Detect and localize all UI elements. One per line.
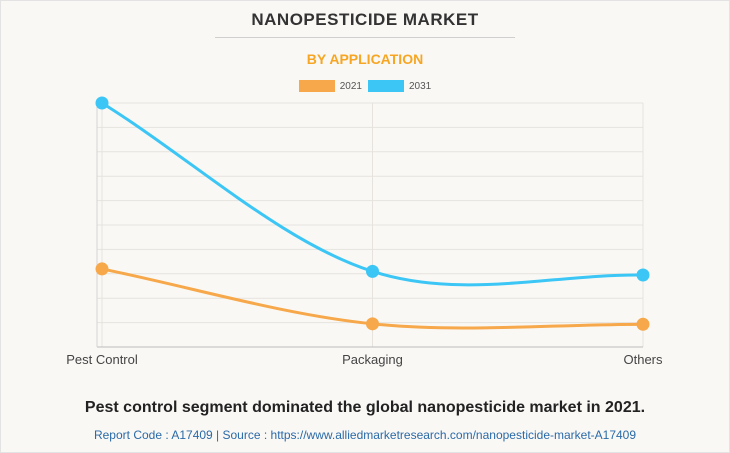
chart-caption: Pest control segment dominated the globa… (84, 399, 646, 416)
chart-legend: 2021 2031 (0, 80, 730, 92)
legend-swatch-2021 (298, 80, 335, 92)
chart-subtitle: BY APPLICATION (306, 51, 424, 67)
legend-swatch-2031 (368, 80, 404, 92)
source-link[interactable]: Report Code : A17409 | Source : https://… (93, 428, 637, 442)
data-point-2031-1 (366, 264, 379, 278)
legend-label-2021: 2021 (339, 80, 362, 92)
data-point-2021-2 (636, 317, 650, 331)
chart-title: NANOPESTICIDE MARKET (251, 10, 479, 29)
legend-item-2021[interactable]: 2021 (298, 80, 362, 92)
data-point-2031-0 (95, 96, 109, 110)
data-point-2021-0 (95, 262, 109, 276)
data-point-2031-2 (636, 268, 650, 282)
x-tick-label: Others (623, 352, 663, 367)
data-point-2021-1 (366, 317, 379, 331)
title-divider (215, 37, 515, 38)
x-tick-label: Pest Control (66, 352, 138, 367)
x-tick-label: Packaging (342, 352, 403, 367)
legend-item-2031[interactable]: 2031 (368, 80, 431, 92)
legend-label-2031: 2031 (409, 80, 432, 92)
